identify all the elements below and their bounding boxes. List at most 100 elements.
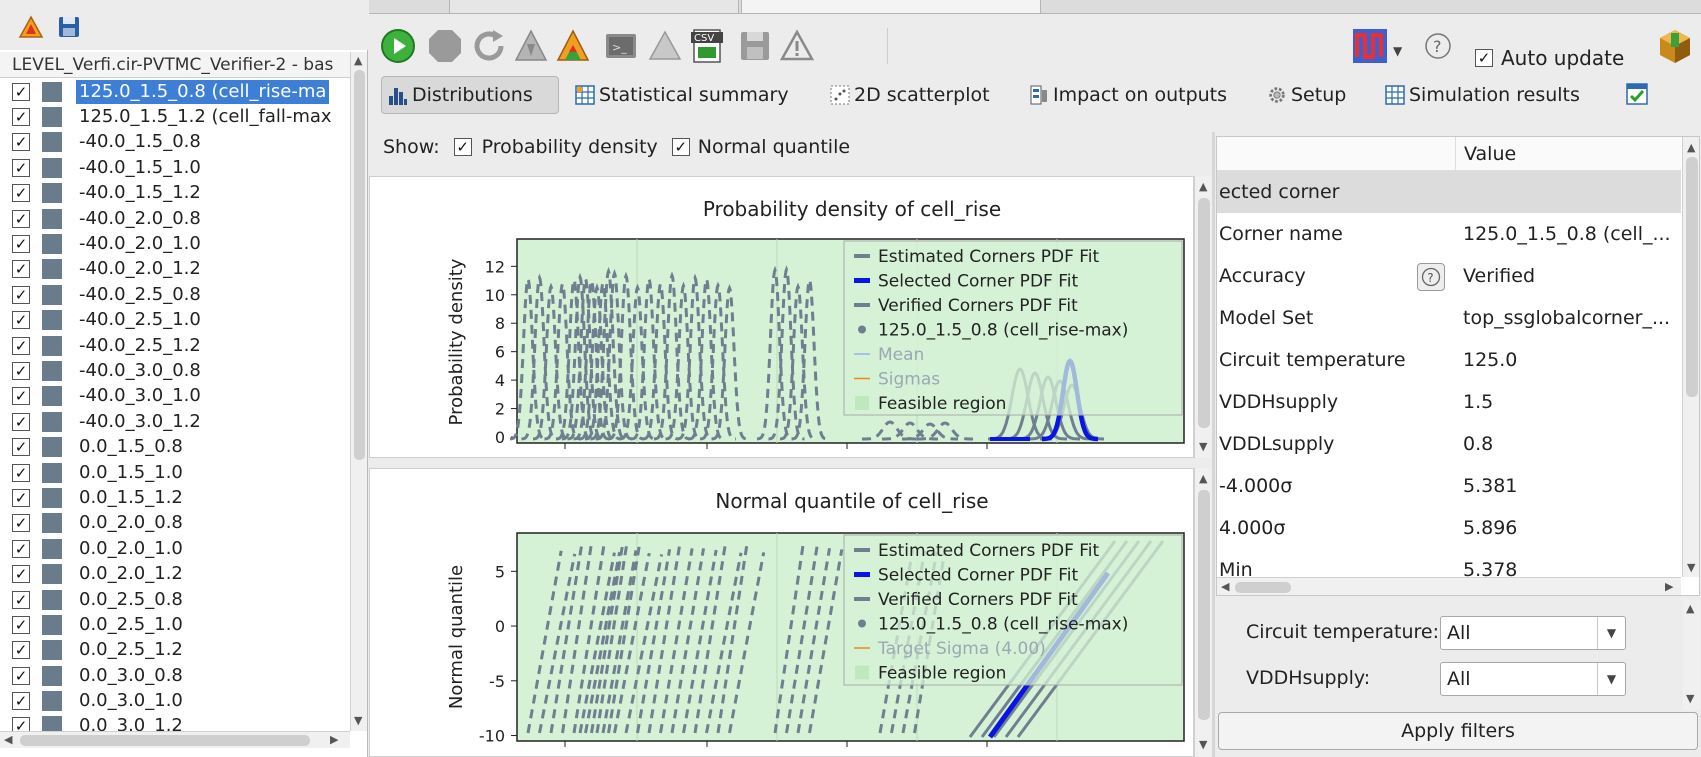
auto-update-toggle[interactable]: ✓ Auto update bbox=[1475, 46, 1624, 70]
corner-checkbox[interactable]: ✓ bbox=[12, 235, 30, 254]
vddhsupply-select[interactable]: All ▼ bbox=[1440, 662, 1626, 696]
corner-checkbox[interactable]: ✓ bbox=[12, 514, 30, 533]
warning-outline-icon[interactable] bbox=[777, 26, 817, 66]
corner-row[interactable]: ✓ -40.0_2.5_1.0 bbox=[0, 308, 350, 333]
splitter[interactable] bbox=[1212, 132, 1215, 757]
corner-checkbox[interactable]: ✓ bbox=[12, 361, 30, 380]
corner-checkbox[interactable]: ✓ bbox=[12, 260, 30, 279]
corner-list-hscrollbar[interactable]: ◀ ▶ bbox=[0, 731, 350, 748]
scroll-down-icon[interactable]: ▼ bbox=[1686, 692, 1695, 705]
scroll-up-icon[interactable]: ▲ bbox=[1199, 472, 1208, 485]
corner-row[interactable]: ✓ 0.0_2.5_0.8 bbox=[0, 587, 350, 612]
nq-chart-vscrollbar[interactable]: ▲ ▼ bbox=[1194, 468, 1212, 757]
corner-row[interactable]: ✓ 0.0_1.5_1.2 bbox=[0, 485, 350, 510]
scroll-thumb[interactable] bbox=[1198, 198, 1210, 428]
corner-row[interactable]: ✓ 0.0_1.5_1.0 bbox=[0, 460, 350, 485]
corner-checkbox[interactable]: ✓ bbox=[12, 641, 30, 660]
scroll-up-icon[interactable]: ▲ bbox=[1687, 141, 1696, 154]
corner-checkbox[interactable]: ✓ bbox=[12, 82, 30, 101]
document-tab-active[interactable] bbox=[741, 0, 1041, 14]
triangle-color-icon[interactable] bbox=[553, 26, 593, 66]
tab-statistical-summary[interactable]: Statistical summary bbox=[569, 76, 795, 114]
normal-quantile-checkbox[interactable]: ✓ bbox=[671, 138, 690, 156]
scroll-down-icon[interactable]: ▼ bbox=[1199, 440, 1208, 453]
corner-row[interactable]: ✓ -40.0_3.0_1.0 bbox=[0, 384, 350, 409]
scroll-up-icon[interactable]: ▲ bbox=[354, 54, 363, 67]
tab-impact-on-outputs[interactable]: Impact on outputs bbox=[1023, 76, 1233, 114]
corner-checkbox[interactable]: ✓ bbox=[12, 285, 30, 304]
terminal-icon[interactable]: >_ bbox=[601, 26, 641, 66]
property-row[interactable]: Model Set top_ssglobalcorner_... bbox=[1217, 297, 1681, 339]
corner-checkbox[interactable]: ✓ bbox=[12, 387, 30, 406]
run-icon[interactable] bbox=[378, 26, 418, 66]
corner-checkbox[interactable]: ✓ bbox=[12, 311, 30, 330]
waveform-dropdown-icon[interactable]: ▼ bbox=[1393, 44, 1403, 58]
tab-simulation-results[interactable]: Simulation results bbox=[1379, 76, 1586, 114]
corner-row[interactable]: ✓ 0.0_2.0_1.0 bbox=[0, 536, 350, 561]
corner-row[interactable]: ✓ -40.0_1.5_0.8 bbox=[0, 130, 350, 155]
scroll-thumb[interactable] bbox=[354, 70, 365, 460]
save-disabled-icon[interactable] bbox=[735, 26, 775, 66]
scroll-left-icon[interactable]: ◀ bbox=[4, 733, 13, 746]
properties-hscrollbar[interactable]: ◀ ▶ bbox=[1217, 577, 1681, 595]
corner-checkbox[interactable]: ✓ bbox=[12, 666, 30, 685]
scroll-up-icon[interactable]: ▲ bbox=[1686, 602, 1695, 615]
property-row[interactable]: -4.000σ 5.381 bbox=[1217, 465, 1681, 507]
tab-distributions[interactable]: Distributions bbox=[381, 76, 559, 114]
corner-checkbox[interactable]: ✓ bbox=[12, 133, 30, 152]
apply-filters-button[interactable]: Apply filters bbox=[1218, 712, 1698, 750]
warning-add-icon[interactable] bbox=[18, 14, 44, 40]
corner-row[interactable]: ✓ -40.0_2.5_1.2 bbox=[0, 333, 350, 358]
corner-checkbox[interactable]: ✓ bbox=[12, 184, 30, 203]
scroll-thumb[interactable] bbox=[1198, 490, 1210, 720]
circuit-temperature-select[interactable]: All ▼ bbox=[1440, 616, 1626, 650]
property-row[interactable]: Corner name 125.0_1.5_0.8 (cell_... bbox=[1217, 213, 1681, 255]
pdf-chart-vscrollbar[interactable]: ▲ ▼ bbox=[1194, 176, 1212, 458]
property-row[interactable]: Min 5.378 bbox=[1217, 549, 1681, 591]
corner-row[interactable]: ✓ 0.0_1.5_0.8 bbox=[0, 434, 350, 459]
corner-row[interactable]: ✓ 0.0_3.0_1.0 bbox=[0, 688, 350, 713]
filters-vscrollbar[interactable]: ▲ ▼ bbox=[1683, 600, 1700, 710]
corner-checkbox[interactable]: ✓ bbox=[12, 336, 30, 355]
corner-checkbox[interactable]: ✓ bbox=[12, 615, 30, 634]
corner-row[interactable]: ✓ -40.0_3.0_0.8 bbox=[0, 358, 350, 383]
corner-checkbox[interactable]: ✓ bbox=[12, 412, 30, 431]
corner-row[interactable]: ✓ 0.0_3.0_1.2 bbox=[0, 714, 350, 731]
corner-row[interactable]: ✓ -40.0_2.5_0.8 bbox=[0, 282, 350, 307]
corner-checkbox[interactable]: ✓ bbox=[12, 158, 30, 177]
probability-density-checkbox[interactable]: ✓ bbox=[453, 138, 472, 156]
corner-row[interactable]: ✓ -40.0_1.5_1.0 bbox=[0, 155, 350, 180]
corner-row[interactable]: ✓ -40.0_2.0_1.2 bbox=[0, 257, 350, 282]
corner-checkbox[interactable]: ✓ bbox=[12, 539, 30, 558]
corner-row[interactable]: ✓ 0.0_3.0_0.8 bbox=[0, 663, 350, 688]
scroll-right-icon[interactable]: ▶ bbox=[1665, 580, 1674, 593]
document-tab[interactable] bbox=[449, 0, 739, 14]
scroll-down-icon[interactable]: ▼ bbox=[354, 714, 363, 727]
scroll-right-icon[interactable]: ▶ bbox=[330, 733, 339, 746]
corner-row[interactable]: ✓ 125.0_1.5_1.2 (cell_fall-max bbox=[0, 104, 350, 129]
property-row[interactable]: Accuracy Verified? bbox=[1217, 255, 1681, 297]
save-icon[interactable] bbox=[56, 14, 82, 40]
value-column-header[interactable]: Value bbox=[1455, 137, 1516, 171]
waveform-icon[interactable] bbox=[1350, 26, 1390, 66]
stop-icon[interactable] bbox=[425, 26, 465, 66]
corner-row[interactable]: ✓ -40.0_1.5_1.2 bbox=[0, 181, 350, 206]
probability-density-label[interactable]: Probability density bbox=[481, 136, 658, 158]
normal-quantile-label[interactable]: Normal quantile bbox=[697, 136, 851, 158]
scroll-down-icon[interactable]: ▼ bbox=[1687, 561, 1696, 574]
scroll-down-icon[interactable]: ▼ bbox=[1199, 738, 1208, 751]
help-icon[interactable]: ? bbox=[1418, 26, 1458, 66]
corner-checkbox[interactable]: ✓ bbox=[12, 565, 30, 584]
corner-row[interactable]: ✓ -40.0_2.0_1.0 bbox=[0, 231, 350, 256]
property-row[interactable]: VDDLsupply 0.8 bbox=[1217, 423, 1681, 465]
corner-row[interactable]: ✓ -40.0_2.0_0.8 bbox=[0, 206, 350, 231]
property-row[interactable]: Circuit temperature 125.0 bbox=[1217, 339, 1681, 381]
corner-row[interactable]: ✓ 0.0_2.0_0.8 bbox=[0, 511, 350, 536]
corner-checkbox[interactable]: ✓ bbox=[12, 692, 30, 711]
corner-row[interactable]: ✓ 125.0_1.5_0.8 (cell_rise-ma bbox=[0, 79, 350, 104]
corner-row[interactable]: ✓ 0.0_2.0_1.2 bbox=[0, 561, 350, 586]
refresh-icon[interactable] bbox=[469, 26, 509, 66]
tab-2d-scatterplot[interactable]: 2D scatterplot bbox=[824, 76, 996, 114]
triangle-light-icon[interactable] bbox=[645, 26, 685, 66]
package-icon[interactable] bbox=[1655, 26, 1695, 66]
